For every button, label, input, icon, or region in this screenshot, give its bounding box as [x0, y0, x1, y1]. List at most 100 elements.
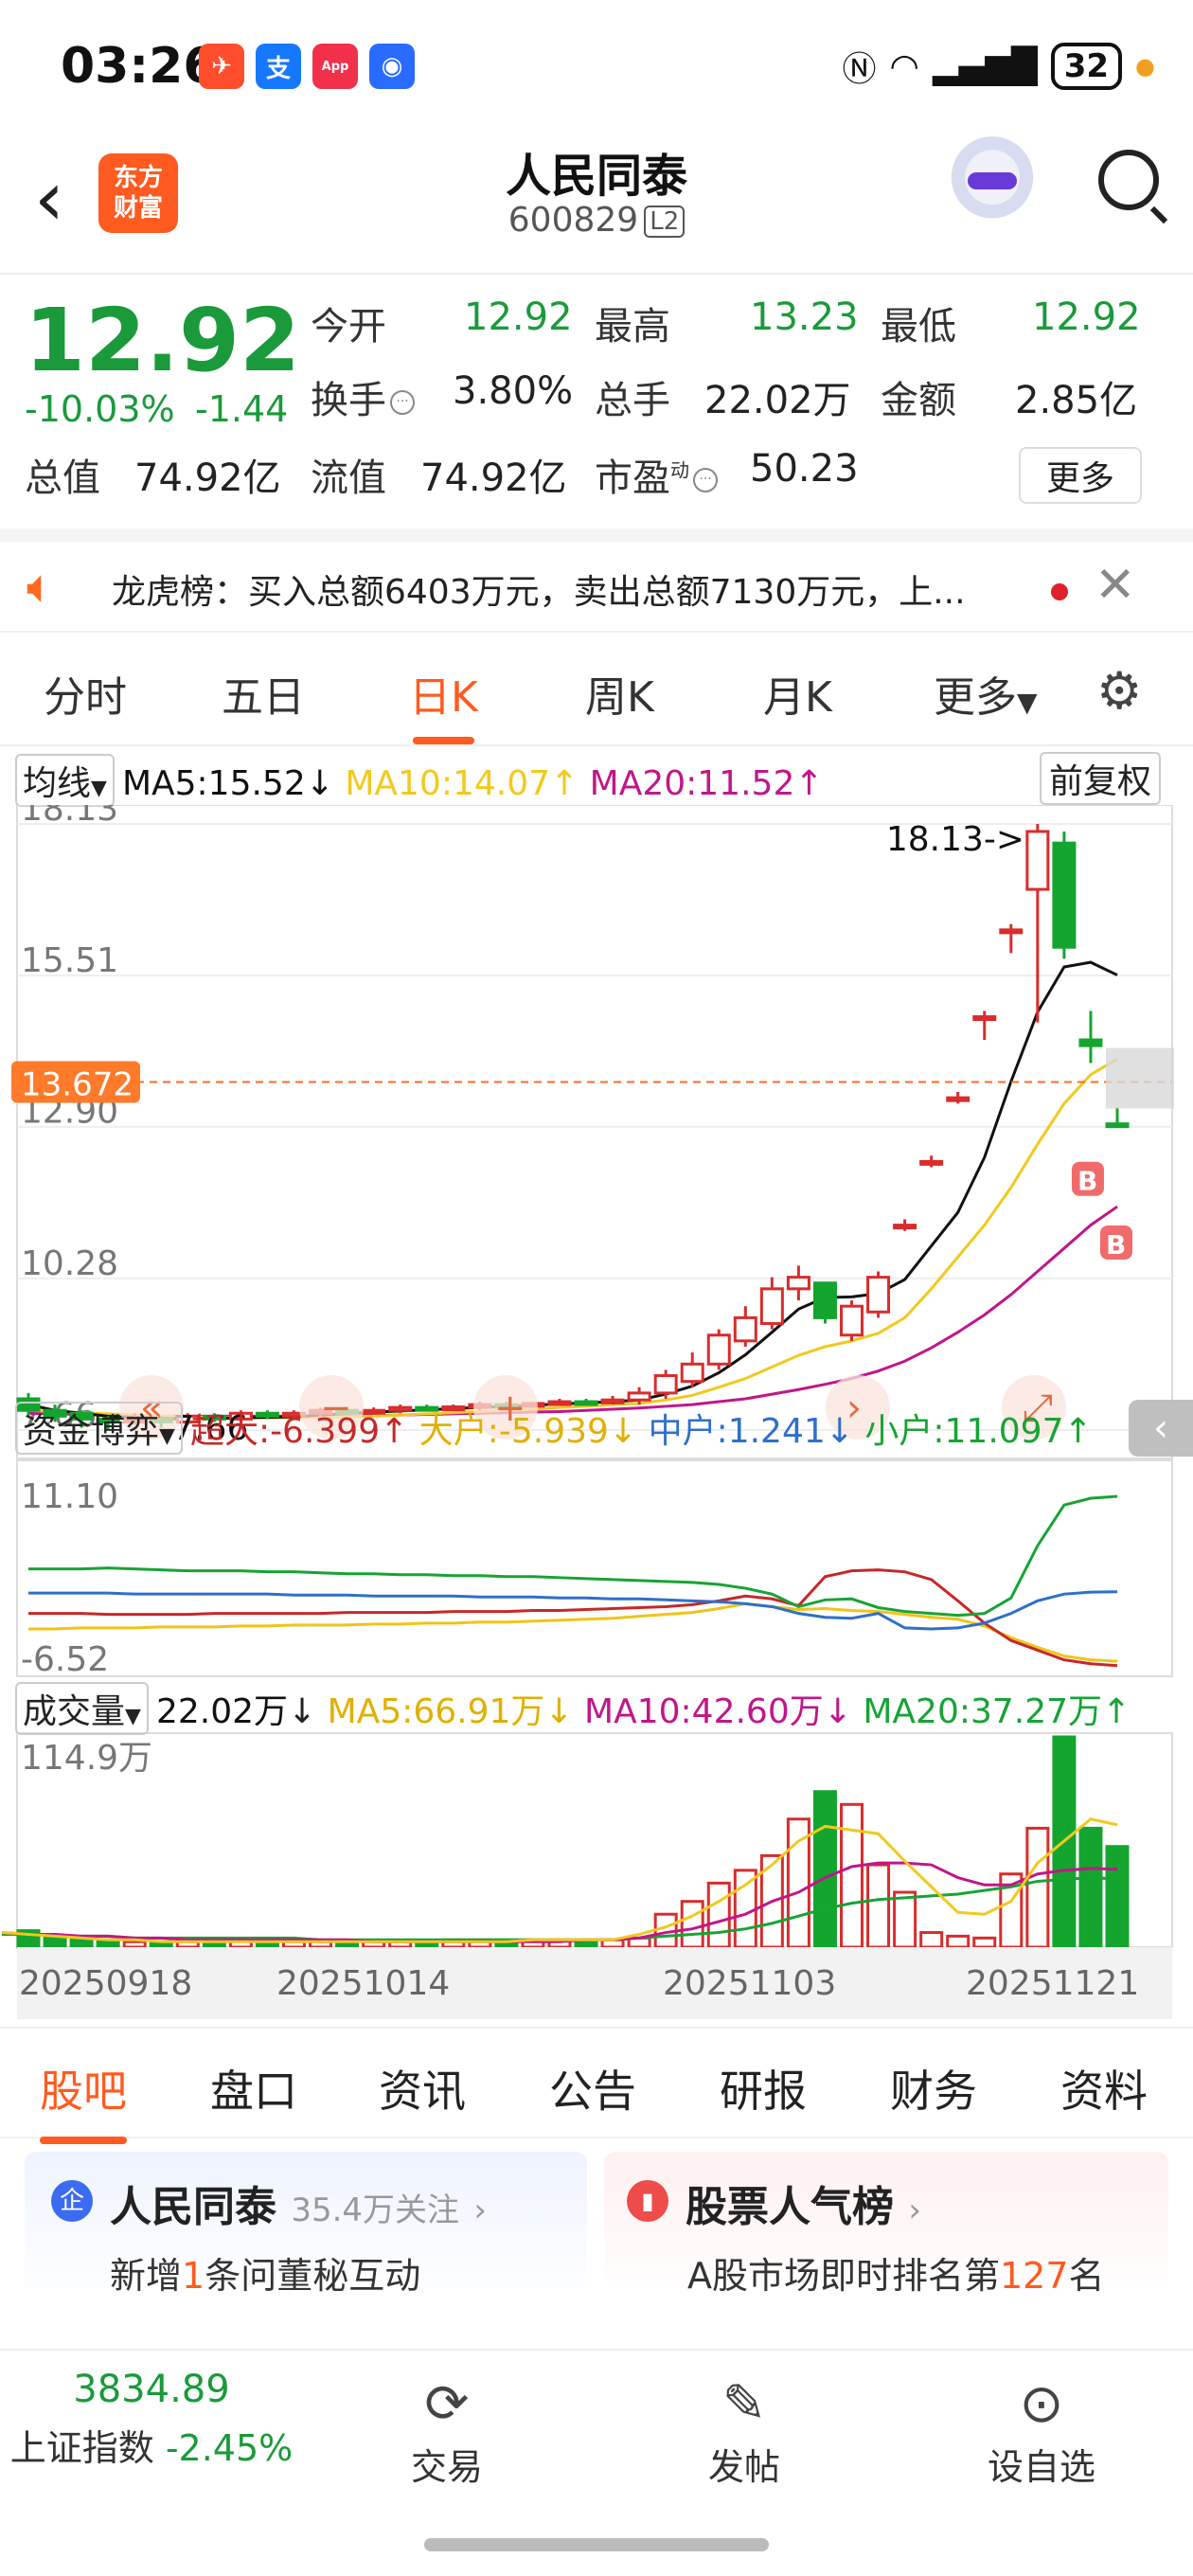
fund-axis-bottom: -6.52 [21, 1640, 109, 1679]
down-arrow: ↓ [825, 1412, 854, 1451]
price-axis-label: 18.13 [21, 805, 118, 829]
candle-body [919, 1159, 944, 1166]
collapse-panel-icon[interactable]: ‹ [1129, 1400, 1193, 1457]
company-icon: 企 [51, 2180, 93, 2222]
adjust-button[interactable]: 前复权 [1040, 752, 1162, 805]
tab-profile[interactable]: 资料 [1060, 2066, 1148, 2117]
ma-legend: 均线▼ MA5:15.52↓ MA10:14.07↑ MA20:11.52↑ [15, 754, 824, 807]
east-money-logo[interactable]: 东方 财富 [98, 153, 178, 233]
chart-nav-icon: « [140, 1386, 163, 1430]
candle-body [972, 1015, 997, 1022]
small-legend: 小户:11.097 [864, 1412, 1064, 1451]
popularity-sub-pre: A股市场即时排名第 [687, 2255, 1000, 2297]
gear-icon[interactable]: ⚙ [1096, 661, 1143, 721]
tab-five-day[interactable]: 五日 [222, 673, 305, 722]
index-widget[interactable]: 3834.89 上证指数 -2.45% [0, 2368, 303, 2471]
volume-selector[interactable]: 成交量▼ [15, 1682, 149, 1735]
tab-research[interactable]: 研报 [720, 2066, 807, 2117]
tab-guba[interactable]: 股吧 [40, 2057, 127, 2144]
dragon-tiger-notice[interactable]: 🔈︎ 龙虎榜：买入总额6403万元，卖出总额7130万元，上... ✕ [0, 528, 1193, 633]
large-legend: 大户:-5.939 [418, 1412, 609, 1451]
stock-forum-card[interactable]: 企 人民同泰 35.4万关注 › 新增1条问董秘互动 [25, 2152, 587, 2303]
volume-bar [840, 1802, 864, 1949]
candle-body [706, 1333, 731, 1366]
add-watchlist-button[interactable]: ⊙ 设自选 [937, 2371, 1146, 2490]
candle-body [69, 1411, 94, 1421]
tab-news[interactable]: 资讯 [379, 2066, 466, 2117]
popularity-card[interactable]: ▮ 股票人气榜 › A股市场即时排名第127名 [604, 2152, 1168, 2303]
chart-nav-icon: ⤢ [1023, 1386, 1053, 1430]
turnover-value: 3.80% [453, 369, 574, 413]
tab-finance[interactable]: 财务 [890, 2066, 977, 2117]
forum-stock-name: 人民同泰 [110, 2183, 276, 2231]
vol-ma20-legend: MA20:37.27万 [863, 1692, 1103, 1731]
vol-ma10-legend: MA10:42.60万 [584, 1692, 824, 1731]
forum-title-row: 人民同泰 35.4万关注 › [110, 2173, 487, 2233]
robot-assistant-icon[interactable] [947, 136, 1038, 227]
tab-more[interactable]: 更多▼ [934, 663, 1038, 724]
index-name: 上证指数 [9, 2427, 154, 2469]
post-label: 发帖 [707, 2446, 780, 2488]
more-dots-icon[interactable]: ··· [390, 390, 415, 415]
low-label: 最低 [881, 305, 956, 349]
amount-label: 金额 [881, 379, 956, 422]
search-icon[interactable] [1098, 150, 1159, 210]
popularity-title-row: 股票人气榜 › [686, 2173, 921, 2233]
index-value: 3834.89 [73, 2368, 230, 2411]
speaker-icon: 🔈︎ [27, 559, 55, 614]
battery-level: 32 [1063, 47, 1110, 85]
candle-body [600, 1398, 625, 1404]
quote-panel: 12.92 -10.03% -1.44 今开 12.92 最高 13.23 最低… [0, 277, 1193, 519]
price-axis-label: 10.28 [21, 1244, 118, 1283]
tab-more-label: 更多 [934, 673, 1017, 722]
chart-nav-button [1002, 1375, 1066, 1440]
up-arrow: ↑ [1063, 1412, 1093, 1451]
trade-button[interactable]: ⟳ 交易 [343, 2371, 551, 2490]
change-amount: -1.44 [195, 388, 289, 430]
close-icon[interactable]: ✕ [1095, 557, 1136, 614]
candlestick-chart[interactable]: 18.1315.5112.9010.287.6613.67218.13->7.6… [0, 805, 1193, 2027]
fund-legend: 资金博弈▼ 超大:-6.399↑ 大户:-5.939↓ 中户:1.241↓ 小户:… [15, 1402, 1093, 1455]
ma10-legend: MA10:14.07 [345, 764, 551, 803]
logo-line2: 财富 [113, 194, 163, 223]
chart-nav-button [299, 1375, 364, 1440]
down-arrow: ↓ [823, 1692, 852, 1731]
date-axis-band [17, 1947, 1172, 2019]
chevron-right-icon: › [908, 2191, 921, 2229]
charging-dot-icon: ● [1135, 53, 1155, 80]
selection-highlight [1106, 1047, 1174, 1109]
tab-daily-k[interactable]: 日K [409, 663, 478, 744]
mktcap-value: 74.92亿 [134, 456, 281, 500]
date-axis-label: 20250918 [19, 1964, 192, 2003]
volume-ma10-line [1, 1861, 1118, 1943]
popularity-sub-post: 名 [1068, 2255, 1105, 2297]
popularity-subtitle: A股市场即时排名第127名 [687, 2246, 1105, 2299]
back-icon[interactable]: ‹ [34, 154, 64, 242]
open-value: 12.92 [464, 295, 573, 339]
tab-intraday[interactable]: 分时 [44, 673, 127, 722]
pe-info-icon[interactable]: ··· [693, 468, 718, 492]
candle-body [786, 1276, 810, 1291]
high-value: 13.23 [750, 295, 859, 339]
candle-body [202, 1414, 226, 1421]
tab-monthly-k[interactable]: 月K [763, 673, 832, 722]
status-bar: 03:26 ✈ 支 App ◉ Ⓝ ◠ ▂▄▆█ 32 ● [0, 0, 1193, 133]
fund-selector[interactable]: 资金博弈▼ [15, 1402, 183, 1455]
tab-weekly-k[interactable]: 周K [585, 673, 654, 722]
down-arrow: ↓ [305, 764, 334, 803]
indicator-selector[interactable]: 均线▼ [15, 754, 115, 807]
volume-legend: 成交量▼ 22.02万↓ MA5:66.91万↓ MA10:42.60万↓ MA2… [15, 1682, 1131, 1735]
more-button[interactable]: 更多 [1019, 447, 1142, 504]
caret-down-icon: ▼ [1017, 687, 1038, 718]
forum-subtitle: 新增1条问董秘互动 [110, 2246, 420, 2299]
volume-bar [812, 1790, 837, 1949]
tab-pankou[interactable]: 盘口 [210, 2066, 297, 2117]
volume-bar [706, 1881, 731, 1949]
chart-area[interactable]: 均线▼ MA5:15.52↓ MA10:14.07↑ MA20:11.52↑ 前复… [0, 746, 1193, 2027]
post-button[interactable]: ✎ 发帖 [640, 2371, 848, 2490]
volume-label: 总手 [595, 379, 670, 422]
indicator-selector-label: 均线 [23, 764, 92, 803]
unread-dot [1051, 583, 1068, 600]
buy-marker-icon [1100, 1225, 1132, 1260]
tab-announcements[interactable]: 公告 [549, 2066, 636, 2117]
